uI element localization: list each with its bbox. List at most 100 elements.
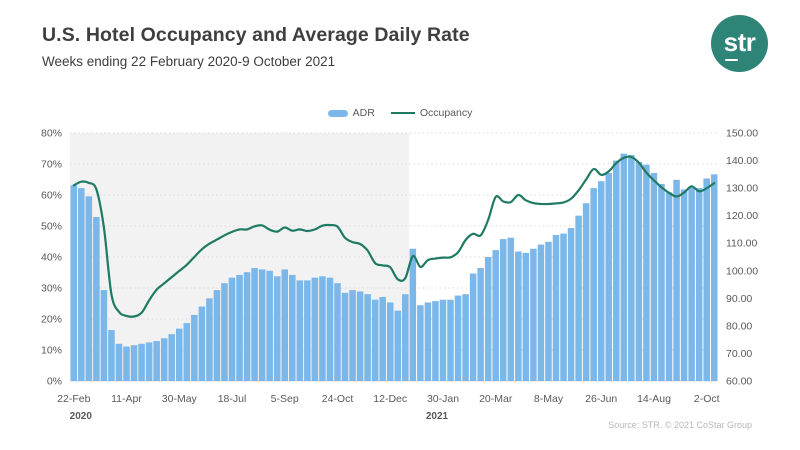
- adr-bar: [251, 268, 258, 381]
- adr-bar: [665, 192, 673, 381]
- adr-bar: [530, 248, 537, 381]
- adr-bar: [522, 252, 530, 381]
- adr-bar: [409, 248, 417, 381]
- left-axis-tick-label: 30%: [41, 283, 62, 295]
- adr-bar: [273, 276, 281, 381]
- adr-bar: [635, 161, 643, 381]
- adr-bar: [454, 295, 462, 381]
- adr-bar: [417, 305, 424, 381]
- adr-bar: [213, 290, 221, 381]
- adr-bar-swatch-icon: [327, 109, 348, 117]
- chart-legend: ADR Occupancy: [0, 107, 800, 119]
- adr-bar: [228, 277, 236, 381]
- adr-bar: [537, 244, 545, 381]
- adr-bar: [492, 250, 499, 381]
- occupancy-line: [72, 155, 716, 318]
- legend-item-adr: ADR: [327, 107, 375, 119]
- right-axis-tick-label: 130.00: [726, 183, 758, 195]
- x-axis-tick-label: 30-Jan: [427, 393, 459, 405]
- x-axis-tick-label: 11-Apr: [111, 393, 142, 405]
- adr-bar: [160, 338, 168, 381]
- adr-bar: [462, 294, 469, 381]
- adr-bar: [620, 153, 628, 381]
- adr-bar: [477, 268, 484, 381]
- adr-bar: [356, 291, 364, 381]
- adr-bar: [597, 181, 605, 381]
- adr-bar: [130, 345, 138, 381]
- adr-bar: [341, 292, 349, 381]
- right-axis-tick-label: 100.00: [726, 265, 758, 277]
- adr-bar: [221, 283, 228, 381]
- adr-bar: [605, 172, 613, 381]
- adr-bar: [319, 276, 326, 381]
- adr-bar: [258, 269, 266, 381]
- adr-bar: [243, 272, 251, 381]
- adr-bar: [507, 237, 515, 381]
- adr-bar: [650, 172, 658, 381]
- x-axis-tick-label: 12-Dec: [373, 393, 407, 405]
- adr-bar: [289, 274, 296, 381]
- adr-bar: [93, 217, 100, 381]
- adr-bar: [469, 273, 477, 381]
- right-axis-tick-label: 140.00: [726, 155, 758, 167]
- adr-bar: [138, 343, 145, 381]
- x-axis-tick-label: 14-Aug: [637, 393, 671, 405]
- adr-bar: [191, 314, 198, 381]
- adr-bar: [439, 299, 447, 381]
- year-label: 2020: [70, 411, 93, 422]
- adr-bar: [326, 277, 334, 381]
- adr-bar: [680, 189, 688, 381]
- adr-bar: [198, 306, 206, 381]
- adr-bar: [582, 203, 590, 381]
- adr-bar: [590, 188, 597, 381]
- legend-adr-label: ADR: [352, 107, 375, 119]
- left-axis-tick-label: 50%: [41, 221, 62, 233]
- adr-bar: [206, 298, 213, 381]
- adr-bar: [394, 310, 402, 381]
- adr-bar: [379, 296, 386, 381]
- page-title: U.S. Hotel Occupancy and Average Daily R…: [42, 24, 470, 46]
- adr-bar: [673, 179, 680, 381]
- x-axis-tick-label: 8-May: [534, 393, 564, 405]
- adr-bar: [386, 302, 394, 381]
- adr-bar: [552, 234, 560, 381]
- adr-bar: [613, 160, 620, 381]
- year-label: 2021: [426, 411, 449, 422]
- adr-bar: [304, 280, 311, 381]
- left-axis-tick-label: 20%: [41, 314, 62, 326]
- x-axis-tick-label: 2-Oct: [694, 393, 720, 405]
- adr-bar: [266, 270, 273, 381]
- adr-bar: [424, 302, 432, 381]
- source-note: Source: STR. © 2021 CoStar Group: [608, 420, 752, 430]
- adr-bar: [145, 342, 153, 381]
- left-axis-tick-label: 80%: [41, 128, 62, 140]
- left-axis-tick-label: 40%: [41, 252, 62, 264]
- adr-bar: [175, 328, 183, 381]
- adr-bar: [658, 183, 665, 381]
- adr-bar: [628, 155, 635, 381]
- adr-bar: [168, 334, 175, 381]
- x-axis-tick-label: 30-May: [162, 393, 198, 405]
- right-axis-tick-label: 90.00: [726, 293, 752, 305]
- adr-bar: [70, 185, 78, 381]
- right-axis-tick-label: 80.00: [726, 320, 752, 332]
- adr-bar: [281, 269, 289, 381]
- x-axis-tick-label: 5-Sep: [271, 393, 299, 405]
- adr-bar: [311, 277, 319, 381]
- right-axis-tick-label: 70.00: [726, 348, 752, 360]
- adr-bar: [236, 274, 243, 381]
- adr-bar: [484, 257, 492, 381]
- str-logo-text: str: [723, 26, 756, 57]
- str-logo-underline-mark: [725, 58, 738, 61]
- adr-bar: [334, 283, 341, 381]
- adr-bar: [115, 343, 123, 381]
- adr-bar: [447, 299, 454, 381]
- x-axis-tick-label: 18-Jul: [218, 393, 247, 405]
- adr-bar: [432, 301, 439, 381]
- adr-bar: [108, 330, 115, 381]
- adr-bar: [123, 346, 130, 381]
- x-axis-tick-label: 24-Oct: [322, 393, 354, 405]
